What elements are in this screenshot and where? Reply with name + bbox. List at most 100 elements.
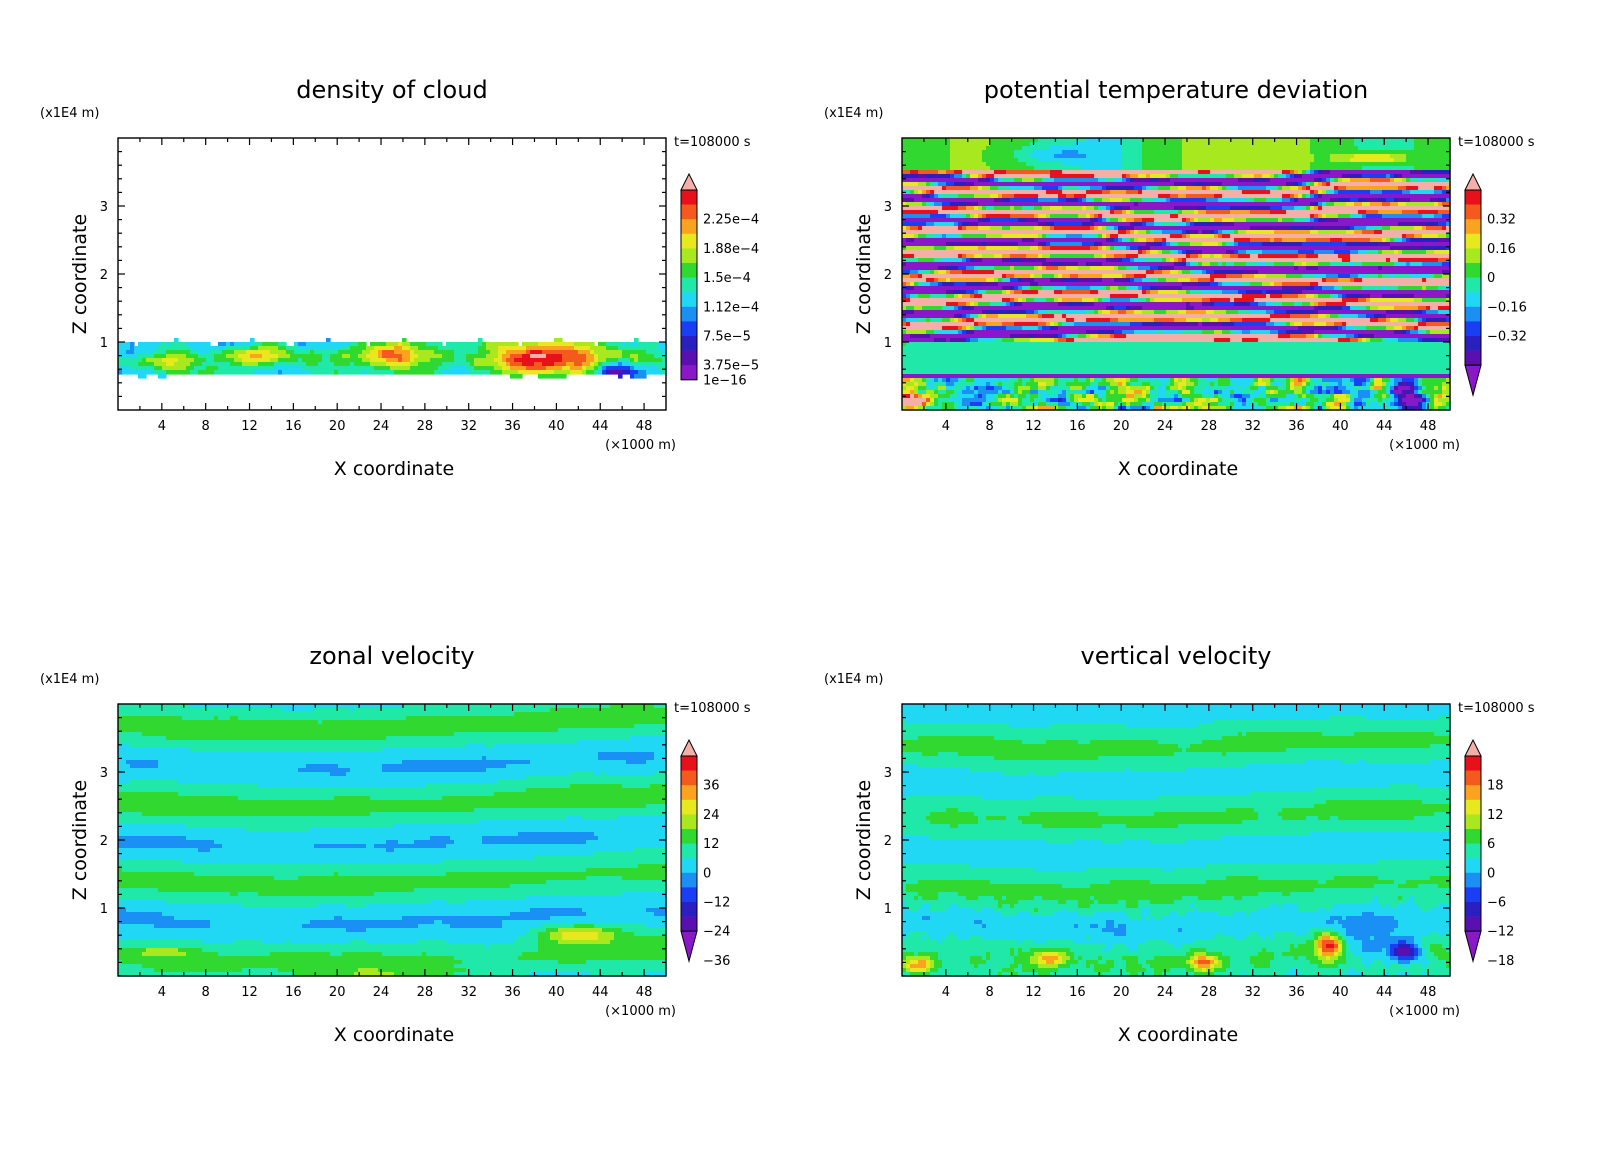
time-label: t=108000 s xyxy=(674,135,751,150)
x-tick-label: 12 xyxy=(241,419,258,434)
colorbar-swatch xyxy=(1465,872,1481,888)
y-axis-label: Z coordinate xyxy=(69,780,91,900)
x-tick-label: 4 xyxy=(158,985,166,1000)
x-tick-label: 28 xyxy=(1201,419,1218,434)
colorbar-swatch xyxy=(681,350,697,366)
chart-title: vertical velocity xyxy=(1081,642,1272,670)
x-unit-label: (×1000 m) xyxy=(1389,438,1460,453)
colorbar-swatch xyxy=(1465,204,1481,220)
colorbar-swatch xyxy=(1465,277,1481,293)
colorbar-swatch xyxy=(681,887,697,903)
y-tick-label: 2 xyxy=(100,268,108,283)
time-label: t=108000 s xyxy=(674,701,751,716)
y-tick-label: 3 xyxy=(884,766,892,781)
x-tick-label: 36 xyxy=(1288,419,1305,434)
x-tick-label: 48 xyxy=(1420,419,1437,434)
colorbar-label: 0.16 xyxy=(1487,242,1516,257)
colorbar-swatch xyxy=(681,204,697,220)
y-tick-label: 1 xyxy=(884,336,892,351)
x-tick-label: 20 xyxy=(1113,985,1130,1000)
colorbar-swatch xyxy=(1465,321,1481,337)
colorbar-arrow-top xyxy=(1464,172,1482,191)
colorbar-swatch xyxy=(1465,785,1481,801)
colorbar: 36 24 12 0 −12 −24 −36 xyxy=(680,738,730,969)
colorbar-swatch xyxy=(1465,858,1481,874)
colorbar-swatch xyxy=(681,829,697,844)
colorbar-swatch xyxy=(681,190,697,205)
x-tick-label: 8 xyxy=(202,419,210,434)
colorbar-label: −6 xyxy=(1487,896,1506,911)
x-tick-label: 40 xyxy=(1332,985,1349,1000)
field-raster xyxy=(902,704,1451,977)
chart-panel-3: zonal velocity(x1E4 m)t=108000 s4 8 12 16 20… xyxy=(40,642,751,1046)
colorbar-swatch xyxy=(681,770,697,786)
x-unit-label: (×1000 m) xyxy=(1389,1004,1460,1019)
x-tick-label: 24 xyxy=(1157,985,1174,1000)
colorbar-label: 12 xyxy=(703,837,720,852)
colorbar-swatch xyxy=(1465,336,1481,351)
colorbar-label: −0.16 xyxy=(1487,300,1527,315)
x-tick-label: 32 xyxy=(1244,419,1261,434)
x-tick-label: 40 xyxy=(548,419,565,434)
x-tick-label: 36 xyxy=(504,419,521,434)
x-tick-label: 24 xyxy=(1157,419,1174,434)
colorbar: 2.25e−4 1.88e−4 1.5e−4 1.12e−4 7.5e−5 3.75e−5… xyxy=(680,172,759,388)
colorbar-swatch xyxy=(681,292,697,308)
colorbar-arrow-top xyxy=(680,172,698,191)
x-unit-label: (×1000 m) xyxy=(605,1004,676,1019)
x-tick-label: 44 xyxy=(1376,985,1393,1000)
colorbar-label: −24 xyxy=(703,925,730,940)
time-label: t=108000 s xyxy=(1458,135,1535,150)
y-unit-label: (x1E4 m) xyxy=(824,106,883,121)
colorbar-label: 1.5e−4 xyxy=(703,271,751,286)
x-tick-label: 48 xyxy=(1420,985,1437,1000)
y-tick-label: 3 xyxy=(100,200,108,215)
x-tick-label: 40 xyxy=(1332,419,1349,434)
field-raster xyxy=(118,704,667,977)
colorbar-label: 7.5e−5 xyxy=(703,330,751,345)
y-tick-label: 1 xyxy=(100,902,108,917)
x-tick-label: 16 xyxy=(285,419,302,434)
x-tick-label: 24 xyxy=(373,985,390,1000)
colorbar-swatch xyxy=(681,785,697,801)
colorbar-label: 12 xyxy=(1487,808,1504,823)
colorbar-swatch xyxy=(681,321,697,337)
colorbar-label: −0.32 xyxy=(1487,330,1527,345)
x-tick-label: 4 xyxy=(158,419,166,434)
colorbar-label: 3.75e−5 xyxy=(703,359,759,374)
colorbar-label: −12 xyxy=(1487,925,1514,940)
colorbar-swatch xyxy=(681,277,697,293)
colorbar-swatch xyxy=(1465,219,1481,235)
x-tick-label: 16 xyxy=(285,985,302,1000)
colorbar-swatch xyxy=(1465,306,1481,322)
x-tick-label: 16 xyxy=(1069,419,1086,434)
y-tick-label: 1 xyxy=(100,336,108,351)
colorbar-swatch xyxy=(681,843,697,859)
x-tick-label: 32 xyxy=(460,985,477,1000)
colorbar-arrow-top xyxy=(1464,738,1482,757)
x-tick-label: 24 xyxy=(373,419,390,434)
x-axis-label: X coordinate xyxy=(1118,458,1238,480)
colorbar-arrow-top xyxy=(680,738,698,757)
x-tick-label: 36 xyxy=(504,985,521,1000)
colorbar-swatch xyxy=(681,336,697,351)
colorbar-swatch xyxy=(1465,190,1481,205)
colorbar-swatch xyxy=(681,902,697,917)
colorbar-swatch xyxy=(681,263,697,278)
colorbar-label: 1.12e−4 xyxy=(703,300,759,315)
x-tick-label: 28 xyxy=(1201,985,1218,1000)
chart-title: density of cloud xyxy=(296,76,487,104)
colorbar-swatch xyxy=(1465,233,1481,249)
colorbar-label: 36 xyxy=(703,779,720,794)
colorbar-swatch xyxy=(1465,350,1481,366)
colorbar-swatch xyxy=(1465,843,1481,859)
x-tick-label: 12 xyxy=(241,985,258,1000)
colorbar-swatch xyxy=(1465,248,1481,264)
colorbar-swatch xyxy=(1465,292,1481,308)
y-tick-label: 2 xyxy=(884,268,892,283)
colorbar-label: 0 xyxy=(703,866,711,881)
colorbar-swatch xyxy=(1465,756,1481,771)
chart-title: zonal velocity xyxy=(309,642,474,670)
colorbar-swatch xyxy=(1465,799,1481,815)
x-tick-label: 48 xyxy=(636,985,653,1000)
